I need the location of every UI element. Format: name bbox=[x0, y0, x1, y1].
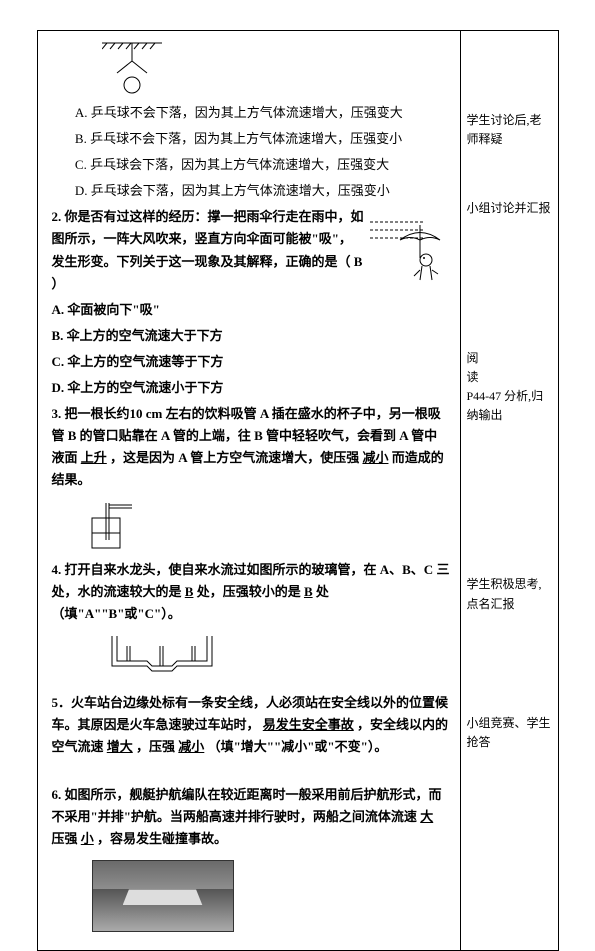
q4-ans2: B bbox=[304, 584, 313, 599]
q6-text: 6. 如图所示，舰艇护航编队在较近距离时一般采用前后护航形式，而不采用"并排"护… bbox=[52, 784, 450, 850]
main-column: A. 乒乓球不会下落，因为其上方气体流速增大，压强变大 B. 乒乓球不会下落，因… bbox=[38, 31, 461, 950]
q4-part2: 处，压强较小的是 bbox=[197, 584, 301, 599]
q1-option-b: B. 乒乓球不会下落，因为其上方气体流速增大，压强变小 bbox=[52, 128, 450, 150]
q6-ans2: 小 bbox=[81, 831, 94, 846]
q6-ans1: 大 bbox=[420, 809, 433, 824]
q6-part2: 压强 bbox=[52, 831, 78, 846]
q2-option-b: B. 伞上方的空气流速大于下方 bbox=[52, 325, 450, 347]
q1-option-a: A. 乒乓球不会下落，因为其上方气体流速增大，压强变大 bbox=[52, 102, 450, 124]
glass-tube-icon bbox=[102, 631, 222, 686]
side-note-3a: 阅读 bbox=[467, 349, 552, 387]
q1-option-d: D. 乒乓球会下落，因为其上方气体流速增大，压强变小 bbox=[52, 180, 450, 202]
q3-ans1: 上升 bbox=[81, 450, 107, 465]
ship-body bbox=[123, 889, 203, 905]
side-note-4: 学生积极思考,点名汇报 bbox=[467, 575, 552, 613]
side-note-2: 小组讨论并汇报 bbox=[467, 199, 552, 218]
side-column: 学生讨论后,老师释疑 小组讨论并汇报 阅读 P44-47 分析,归纳输出 学生积… bbox=[461, 31, 558, 950]
q5-text: 5．火车站台边缘处标有一条安全线，人必须站在安全线以外的位置候车。其原因是火车急… bbox=[52, 692, 450, 758]
q6-part3: ，容易发生碰撞事故。 bbox=[97, 831, 227, 846]
q5-part3: （填"增大""减小"或"不变"）。 bbox=[208, 739, 388, 754]
q6-part1: 6. 如图所示，舰艇护航编队在较近距离时一般采用前后护航形式，而不采用"并排"护… bbox=[52, 787, 442, 824]
q2-option-a: A. 伞面被向下"吸" bbox=[52, 299, 450, 321]
straw-cup-icon bbox=[82, 498, 142, 553]
ship-image bbox=[92, 860, 234, 932]
q2-option-c: C. 伞上方的空气流速等于下方 bbox=[52, 351, 450, 373]
umbrella-icon bbox=[370, 210, 450, 290]
q3-part2: ，这是因为 A 管上方空气流速增大，使压强 bbox=[110, 450, 359, 465]
q3-text: 3. 把一根长约10 cm 左右的饮料吸管 A 插在盛水的杯子中，另一根吸管 B… bbox=[52, 403, 450, 491]
side-note-3b: P44-47 分析,归纳输出 bbox=[467, 387, 552, 425]
q5-ans1: 增大 bbox=[107, 739, 133, 754]
q3-ans2: 减小 bbox=[362, 450, 388, 465]
q1-option-c: C. 乒乓球会下落，因为其上方气体流速增大，压强变大 bbox=[52, 154, 450, 176]
q4-text: 4. 打开自来水龙头，使自来水流过如图所示的玻璃管，在 A、B、C 三处，水的流… bbox=[52, 559, 450, 625]
lamp-icon bbox=[102, 41, 162, 96]
q2-option-d: D. 伞上方的空气流速小于下方 bbox=[52, 377, 450, 399]
side-note-1: 学生讨论后,老师释疑 bbox=[467, 111, 552, 149]
q5-ans2: 减小 bbox=[178, 739, 204, 754]
q5-ans0: 易发生安全事故 bbox=[263, 717, 354, 732]
q5-part2: ，压强 bbox=[136, 739, 175, 754]
q4-ans1: B bbox=[185, 584, 194, 599]
side-note-5: 小组竞赛、学生抢答 bbox=[467, 714, 552, 752]
